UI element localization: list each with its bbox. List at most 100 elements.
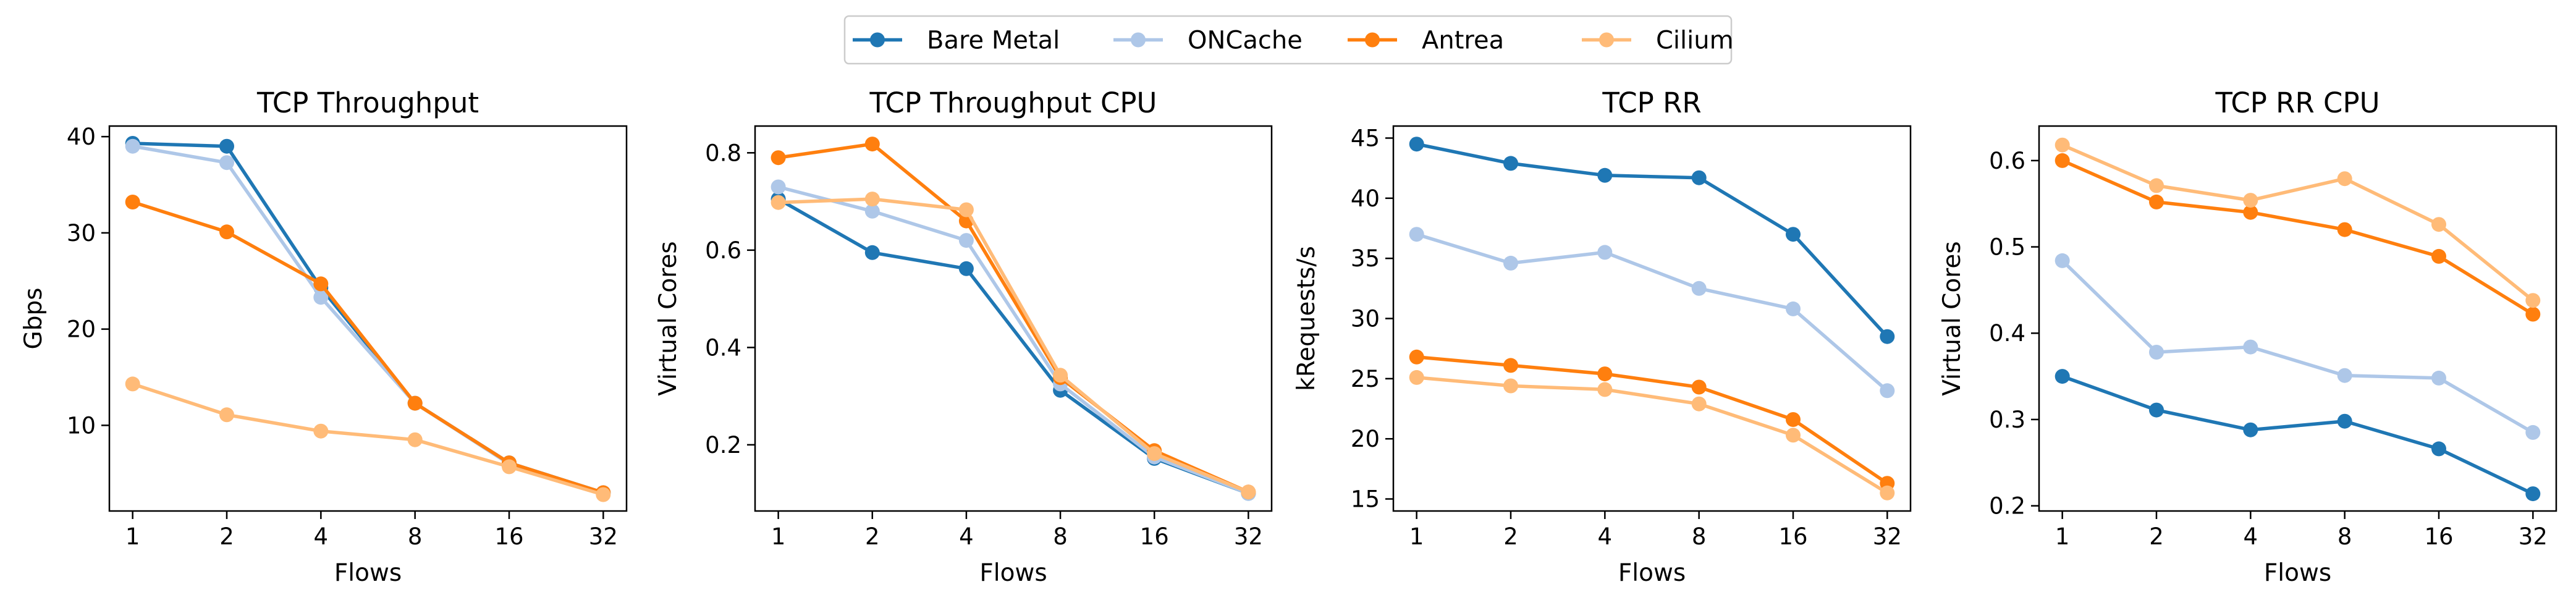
data-point-bare-metal-8 — [1691, 170, 1707, 185]
data-point-antrea-2 — [2149, 194, 2164, 209]
legend-entry-cilium: Cilium — [1582, 27, 1734, 55]
data-point-antrea-32 — [2525, 306, 2541, 322]
legend: Bare Metal ONCache Antrea Cilium — [843, 15, 1734, 65]
x-tick-label: 4 — [959, 523, 974, 550]
series-line-antrea — [2060, 159, 2535, 316]
x-tick-label: 16 — [1778, 523, 1807, 550]
panel-title: TCP Throughput CPU — [869, 87, 1157, 119]
x-tick-label: 1 — [1409, 523, 1424, 550]
panel-tcp-throughput: 1 2 4 8 16 32 10 20 30 40 TCP Throughput Flows Gbps — [20, 87, 628, 587]
panel-tcp-rr-cpu: 1 2 4 8 16 32 0.2 0.3 0.4 0.5 0.6 TCP RR CPU Flows Vi… — [1938, 87, 2557, 587]
legend-marker-swatch — [1599, 32, 1614, 48]
data-point-oncache-16 — [2431, 370, 2446, 386]
legend-entry-bare-metal: Bare Metal — [853, 27, 1060, 55]
data-point-cilium-1 — [771, 195, 786, 210]
data-point-oncache-2 — [1503, 255, 1518, 271]
data-point-bare-metal-1 — [1409, 137, 1424, 152]
data-point-antrea-4 — [2243, 205, 2258, 220]
data-point-cilium-16 — [1147, 446, 1162, 462]
data-point-antrea-2 — [864, 137, 880, 152]
series-oncache — [1409, 227, 1895, 399]
data-point-cilium-1 — [2054, 137, 2070, 153]
legend-marker-swatch — [1131, 32, 1146, 48]
x-axis-label: Flows — [334, 559, 402, 587]
data-point-bare-metal-4 — [1597, 167, 1613, 183]
data-point-oncache-4 — [958, 233, 974, 248]
x-tick-label: 8 — [1053, 523, 1068, 550]
y-tick-label: 0.2 — [705, 432, 741, 458]
data-point-oncache-16 — [1786, 301, 1801, 316]
axes-frame — [754, 125, 1273, 512]
x-tick-label: 16 — [2424, 523, 2453, 550]
series-line-oncache — [2060, 259, 2535, 434]
x-axis-label: Flows — [2264, 559, 2331, 587]
y-tick-label: 45 — [1351, 125, 1380, 151]
panel-title: TCP RR — [1602, 87, 1701, 119]
series-line-oncache — [130, 144, 606, 495]
data-point-bare-metal-16 — [2431, 441, 2446, 457]
x-tick-label: 32 — [2519, 523, 2548, 550]
axes-frame — [2038, 125, 2557, 512]
panel-title: TCP RR CPU — [2215, 87, 2380, 119]
data-point-antrea-8 — [2337, 222, 2352, 237]
data-point-cilium-32 — [1241, 484, 1256, 500]
y-tick-label: 40 — [67, 124, 96, 150]
data-point-cilium-16 — [2431, 217, 2446, 232]
y-tick-label: 0.6 — [1989, 148, 2025, 174]
data-point-antrea-16 — [2431, 248, 2446, 264]
data-point-bare-metal-1 — [2054, 369, 2070, 384]
series-oncache — [771, 179, 1256, 501]
data-point-antrea-4 — [1597, 366, 1613, 382]
x-tick-label: 2 — [219, 523, 234, 550]
x-tick-label: 4 — [1598, 523, 1613, 550]
x-tick-label: 32 — [1234, 523, 1263, 550]
series-cilium — [125, 376, 611, 502]
y-tick-label: 10 — [67, 412, 96, 439]
x-tick-label: 8 — [408, 523, 423, 550]
x-tick-label: 1 — [125, 523, 140, 550]
data-point-cilium-4 — [1597, 382, 1613, 397]
data-point-antrea-2 — [1503, 358, 1518, 373]
data-point-cilium-8 — [2337, 171, 2352, 187]
data-point-oncache-32 — [2525, 424, 2541, 440]
axes-frame — [1392, 125, 1912, 512]
data-point-antrea-2 — [219, 224, 234, 240]
data-point-oncache-4 — [313, 290, 329, 305]
data-point-antrea-1 — [1409, 349, 1424, 365]
y-tick-label: 35 — [1351, 245, 1380, 272]
series-antrea — [2054, 153, 2541, 322]
x-axis-label: Flows — [979, 559, 1047, 587]
data-point-oncache-1 — [125, 138, 140, 154]
series-antrea — [771, 137, 1256, 500]
y-tick-label: 0.2 — [1989, 493, 2025, 520]
y-tick-label: 20 — [67, 316, 96, 343]
y-axis-label: Virtual Cores — [654, 241, 682, 395]
series-line-cilium — [776, 197, 1251, 494]
legend-frame — [843, 15, 1733, 65]
data-point-bare-metal-2 — [864, 245, 880, 260]
data-point-antrea-1 — [771, 150, 786, 166]
x-tick-label: 32 — [1873, 523, 1902, 550]
x-tick-label: 1 — [2055, 523, 2070, 550]
x-tick-label: 8 — [2337, 523, 2352, 550]
data-point-cilium-8 — [407, 432, 423, 447]
data-point-cilium-32 — [2525, 293, 2541, 308]
x-tick-label: 8 — [1692, 523, 1707, 550]
data-point-oncache-2 — [219, 155, 234, 171]
y-tick-label: 40 — [1351, 185, 1380, 212]
data-point-oncache-1 — [771, 179, 786, 195]
data-point-cilium-4 — [313, 423, 329, 439]
x-tick-label: 2 — [2149, 523, 2164, 550]
x-tick-label: 32 — [589, 523, 618, 550]
data-point-cilium-8 — [1053, 368, 1068, 383]
data-point-oncache-4 — [1597, 245, 1613, 260]
data-point-cilium-2 — [1503, 378, 1518, 394]
panel-tcp-throughput-cpu: 1 2 4 8 16 32 0.2 0.4 0.6 0.8 TCP Throughput CPU Fl… — [654, 87, 1273, 587]
x-tick-label: 2 — [1503, 523, 1518, 550]
data-point-bare-metal-32 — [1880, 329, 1895, 344]
data-point-oncache-4 — [2243, 339, 2258, 355]
series-bare-metal — [771, 192, 1256, 501]
x-tick-label: 4 — [2244, 523, 2258, 550]
